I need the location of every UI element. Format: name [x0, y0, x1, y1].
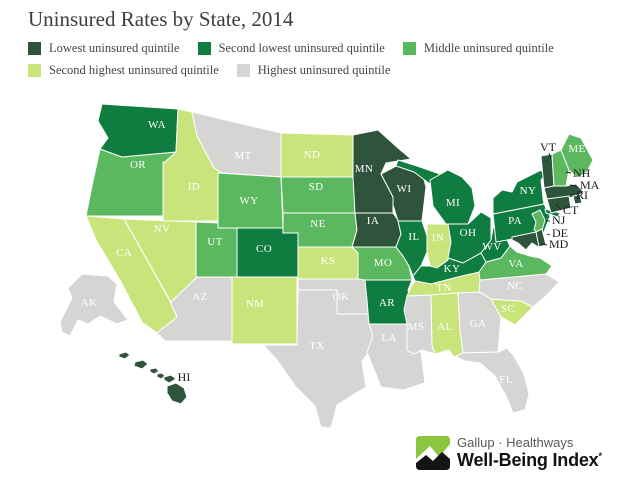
state-label-ut: UT [207, 236, 222, 248]
state-shape-ak [59, 273, 129, 337]
logo-trademark: * [598, 450, 603, 461]
state-label-ny: NY [520, 185, 537, 197]
logo-product-text: Well-Being Index [457, 449, 599, 470]
state-label-va: VA [508, 258, 523, 270]
legend-item-highest: Highest uninsured quintile [236, 63, 391, 78]
state-label-ks: KS [321, 255, 336, 267]
state-shape-mi-lower [429, 169, 476, 225]
state-shape-ny [492, 169, 546, 215]
state-label-de: DE [552, 226, 568, 240]
legend: Lowest uninsured quintile Second lowest … [28, 41, 572, 85]
state-label-in: IN [432, 232, 444, 244]
state-label-co: CO [256, 243, 272, 255]
state-label-la: LA [381, 332, 396, 344]
state-shape-fl [453, 347, 530, 414]
leader-ct [555, 203, 562, 211]
state-label-sc: SC [501, 303, 515, 315]
state-label-ar: AR [379, 297, 395, 309]
state-shape-hi [118, 351, 188, 405]
leader-de [546, 233, 551, 236]
legend-label-lowest: Lowest uninsured quintile [49, 41, 180, 55]
legend-label-second-highest: Second highest uninsured quintile [49, 63, 219, 77]
state-label-al: AL [437, 321, 452, 333]
legend-item-second-highest: Second highest uninsured quintile [28, 63, 219, 78]
state-shape-tx [262, 289, 377, 429]
leader-vt [548, 152, 552, 160]
logo-text: Gallup · Healthways Well-Being Index* [457, 435, 603, 471]
legend-row-1: Lowest uninsured quintile Second lowest … [28, 41, 572, 56]
legend-item-lowest: Lowest uninsured quintile [28, 41, 180, 56]
legend-label-highest: Highest uninsured quintile [257, 63, 391, 77]
state-label-wa: WA [148, 119, 166, 131]
logo-black-mountains [416, 452, 450, 471]
state-label-id: ID [188, 181, 200, 193]
leader-md [540, 243, 548, 246]
state-label-tx: TX [309, 340, 324, 352]
logo-product-line: Well-Being Index* [457, 449, 603, 471]
state-label-ok: OK [333, 291, 350, 303]
state-label-mt: MT [234, 150, 251, 162]
gallup-healthways-logo: Gallup · Healthways Well-Being Index* [416, 435, 603, 471]
state-label-wv: WV [482, 241, 501, 253]
state-label-ne: NE [310, 218, 325, 230]
legend-item-second-lowest: Second lowest uninsured quintile [197, 41, 385, 56]
state-label-az: AZ [192, 291, 207, 303]
legend-label-second-lowest: Second lowest uninsured quintile [218, 41, 385, 55]
state-label-ma: MA [580, 178, 600, 192]
state-label-mi: MI [446, 197, 460, 209]
state-label-sd: SD [309, 181, 324, 193]
state-shape-nm [231, 276, 298, 345]
state-label-mo: MO [374, 257, 393, 269]
state-label-wi: WI [397, 183, 412, 195]
state-label-md: MD [549, 237, 569, 251]
leader-ri [569, 193, 575, 196]
state-label-ri: RI [576, 188, 588, 202]
state-label-ga: GA [470, 318, 487, 330]
leader-ma [569, 184, 578, 187]
state-label-il: IL [408, 231, 419, 243]
state-label-nj: NJ [552, 213, 566, 227]
state-label-ia: IA [367, 215, 379, 227]
state-label-wy: WY [239, 195, 258, 207]
state-label-nh: NH [573, 166, 591, 180]
state-shape-nh [551, 149, 570, 187]
legend-swatch-highest [236, 64, 250, 77]
state-label-tn: TN [436, 282, 451, 294]
logo-brand-line: Gallup · Healthways [457, 435, 574, 450]
state-label-nm: NM [246, 298, 265, 310]
leader-nh [565, 171, 572, 174]
state-label-ca: CA [116, 247, 132, 259]
legend-swatch-middle [402, 42, 416, 55]
state-shape-me [560, 133, 594, 179]
state-shape-ct [546, 195, 572, 214]
legend-item-middle: Middle uninsured quintile [402, 41, 554, 56]
state-label-hi: HI [178, 370, 191, 384]
state-shape-ut [195, 221, 238, 278]
well-being-index-logo-icon [416, 436, 450, 471]
legend-swatch-second-highest [28, 64, 41, 77]
state-label-ms: MS [408, 321, 425, 333]
state-label-me: ME [568, 143, 585, 155]
state-label-or: OR [130, 159, 146, 171]
state-label-nv: NV [154, 223, 171, 235]
state-label-ak: AK [81, 297, 98, 309]
state-label-nd: ND [304, 149, 321, 161]
state-shape-wa [97, 103, 179, 158]
legend-swatch-lowest [28, 42, 41, 55]
state-label-pa: PA [508, 215, 522, 227]
state-shape-ri [572, 194, 583, 205]
state-label-ky: KY [444, 263, 461, 275]
state-label-mn: MN [355, 163, 374, 175]
legend-row-2: Second highest uninsured quintile Highes… [28, 63, 572, 78]
state-label-fl: FL [499, 374, 513, 386]
legend-label-middle: Middle uninsured quintile [423, 41, 554, 55]
state-label-oh: OH [460, 227, 477, 239]
state-label-vt: VT [540, 140, 557, 154]
chart-title: Uninsured Rates by State, 2014 [28, 7, 294, 31]
legend-swatch-second-lowest [197, 42, 211, 55]
state-label-nc: NC [507, 280, 523, 292]
state-label-ct: CT [563, 203, 579, 217]
